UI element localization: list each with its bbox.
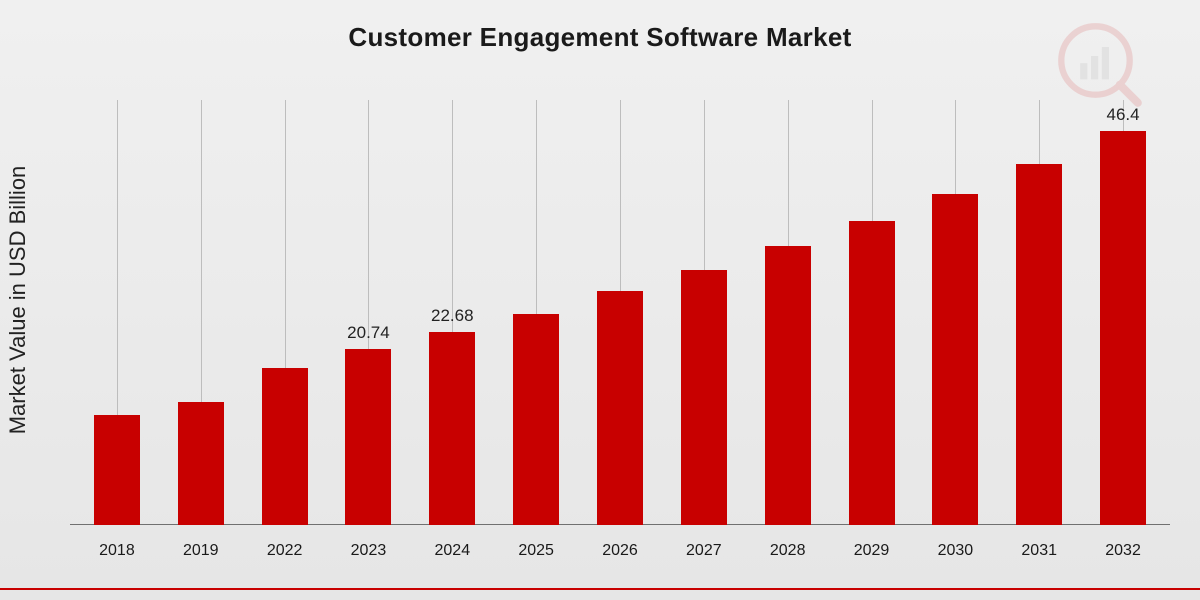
bar-slot (494, 100, 578, 525)
bar (597, 291, 643, 525)
y-axis-label: Market Value in USD Billion (5, 166, 31, 435)
bar-slot (159, 100, 243, 525)
bar (94, 415, 140, 526)
bar-slot (578, 100, 662, 525)
bar-slot (746, 100, 830, 525)
bar-value-label: 22.68 (431, 306, 474, 326)
bar-value-label: 46.4 (1107, 105, 1140, 125)
bar-slot (913, 100, 997, 525)
bar (932, 194, 978, 526)
x-axis-label: 2030 (913, 542, 997, 560)
bar-slot: 22.68 (410, 100, 494, 525)
bar-slot (997, 100, 1081, 525)
bar (765, 246, 811, 525)
x-axis-label: 2029 (830, 542, 914, 560)
bar-slot (75, 100, 159, 525)
bar-slot (830, 100, 914, 525)
x-axis-label: 2023 (327, 542, 411, 560)
x-axis-labels: 2018201920222023202420252026202720282029… (70, 542, 1170, 560)
x-axis-label: 2019 (159, 542, 243, 560)
x-axis-label: 2032 (1081, 542, 1165, 560)
chart-title: Customer Engagement Software Market (0, 22, 1200, 53)
plot-area: 20.74 22.68 46.4 (70, 100, 1170, 525)
watermark-logo-icon (1055, 20, 1145, 110)
x-axis-label: 2028 (746, 542, 830, 560)
bar-slot: 46.4 (1081, 100, 1165, 525)
bar: 20.74 (345, 349, 391, 525)
x-axis-label: 2027 (662, 542, 746, 560)
x-axis-label: 2018 (75, 542, 159, 560)
bar (681, 270, 727, 525)
bottom-rule (0, 588, 1200, 590)
bar (1016, 164, 1062, 525)
x-axis-label: 2026 (578, 542, 662, 560)
bar-value-label: 20.74 (347, 323, 390, 343)
bar (178, 402, 224, 525)
bar (849, 221, 895, 525)
bar-slot (243, 100, 327, 525)
x-axis-label: 2031 (997, 542, 1081, 560)
bar: 22.68 (429, 332, 475, 525)
bar (513, 314, 559, 525)
bar (262, 368, 308, 525)
bars-container: 20.74 22.68 46.4 (70, 100, 1170, 525)
x-axis-label: 2024 (410, 542, 494, 560)
bar-slot (662, 100, 746, 525)
bar-slot: 20.74 (327, 100, 411, 525)
x-axis-label: 2025 (494, 542, 578, 560)
bar: 46.4 (1100, 131, 1146, 525)
x-axis-label: 2022 (243, 542, 327, 560)
